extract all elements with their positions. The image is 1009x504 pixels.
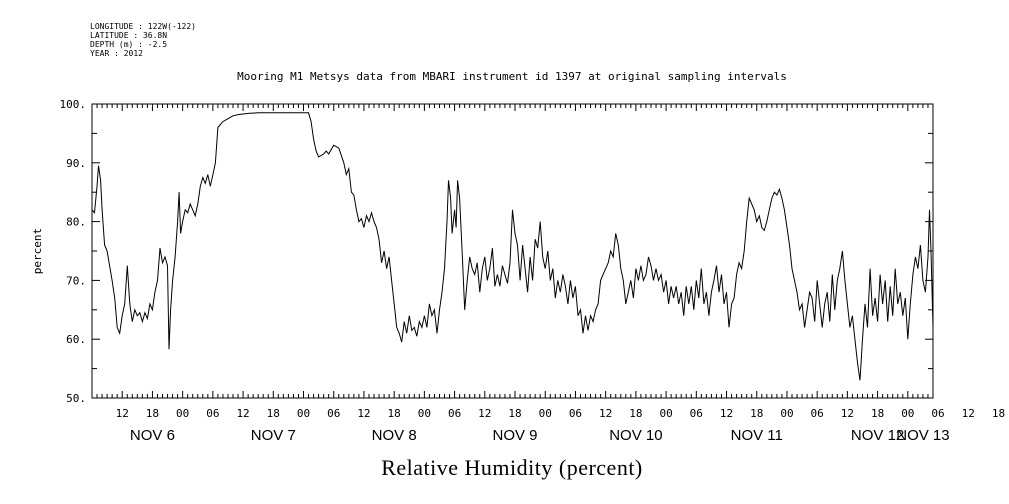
x-day-label: NOV 13 xyxy=(896,427,949,444)
x-day-label: NOV 11 xyxy=(731,427,783,444)
plot-frame xyxy=(91,103,934,399)
y-tick-label: 60. xyxy=(66,333,86,346)
x-hour-label: 00 xyxy=(418,407,431,420)
y-tick-label: 70. xyxy=(66,274,86,287)
x-hour-label: 18 xyxy=(388,407,401,420)
year-text: YEAR : 2012 xyxy=(90,49,143,58)
x-hour-label: 06 xyxy=(206,407,219,420)
x-axis-title: Relative Humidity (percent) xyxy=(381,455,643,480)
x-hour-label: 12 xyxy=(478,407,491,420)
x-hour-label: 12 xyxy=(720,407,733,420)
x-day-label: NOV 12 xyxy=(851,427,904,444)
longitude-text: LONGITUDE : 122W(-122) xyxy=(90,22,196,31)
x-hour-label: 18 xyxy=(508,407,521,420)
x-hour-label: 12 xyxy=(236,407,249,420)
y-tick-label: 100. xyxy=(60,98,87,111)
x-hour-label: 06 xyxy=(931,407,944,420)
x-hour-label: 00 xyxy=(297,407,310,420)
x-hour-label: 06 xyxy=(569,407,582,420)
y-tick-label: 50. xyxy=(66,392,86,405)
x-hour-label: 12 xyxy=(599,407,612,420)
depth-text: DEPTH (m) : -2.5 xyxy=(90,40,168,49)
x-day-label: NOV 8 xyxy=(372,427,417,444)
x-hour-label: 00 xyxy=(901,407,914,420)
x-axis: 12 18 00 06 12 18 00 06 12 18 00 06 12 18 00 06 12 18 00 06… xyxy=(91,104,1005,444)
x-hour-label: 06 xyxy=(690,407,703,420)
x-hour-label: 18 xyxy=(750,407,763,420)
x-hour-label: 06 xyxy=(448,407,461,420)
x-hour-label: 12 xyxy=(962,407,975,420)
humidity-series-line xyxy=(91,112,934,381)
x-hour-label: 06 xyxy=(327,407,340,420)
x-hour-label: 00 xyxy=(539,407,552,420)
x-hour-label: 12 xyxy=(116,407,129,420)
x-hour-label: 12 xyxy=(357,407,370,420)
metadata-block: LONGITUDE : 122W(-122) LATITUDE : 36.8N … xyxy=(90,22,196,58)
x-day-label: NOV 9 xyxy=(493,427,538,444)
x-hour-label: 18 xyxy=(146,407,159,420)
x-day-label: NOV 7 xyxy=(251,427,296,444)
x-hour-label: 18 xyxy=(267,407,280,420)
y-axis: 50. 60. 70. 80. 90. 100. xyxy=(60,98,933,405)
x-hour-label: 00 xyxy=(780,407,793,420)
x-hour-label: 06 xyxy=(811,407,824,420)
x-hour-label: 18 xyxy=(629,407,642,420)
x-day-label: NOV 10 xyxy=(609,427,662,444)
latitude-text: LATITUDE : 36.8N xyxy=(90,31,168,40)
chart-title: Mooring M1 Metsys data from MBARI instru… xyxy=(237,70,787,83)
x-day-label: NOV 6 xyxy=(130,427,175,444)
x-hour-label: 00 xyxy=(176,407,189,420)
x-hour-label: 18 xyxy=(871,407,884,420)
y-tick-label: 80. xyxy=(66,216,86,229)
y-axis-title: percent xyxy=(31,228,44,274)
x-hour-label: 00 xyxy=(659,407,672,420)
y-tick-label: 90. xyxy=(66,157,86,170)
x-hour-label: 12 xyxy=(841,407,854,420)
x-hour-label: 18 xyxy=(992,407,1005,420)
